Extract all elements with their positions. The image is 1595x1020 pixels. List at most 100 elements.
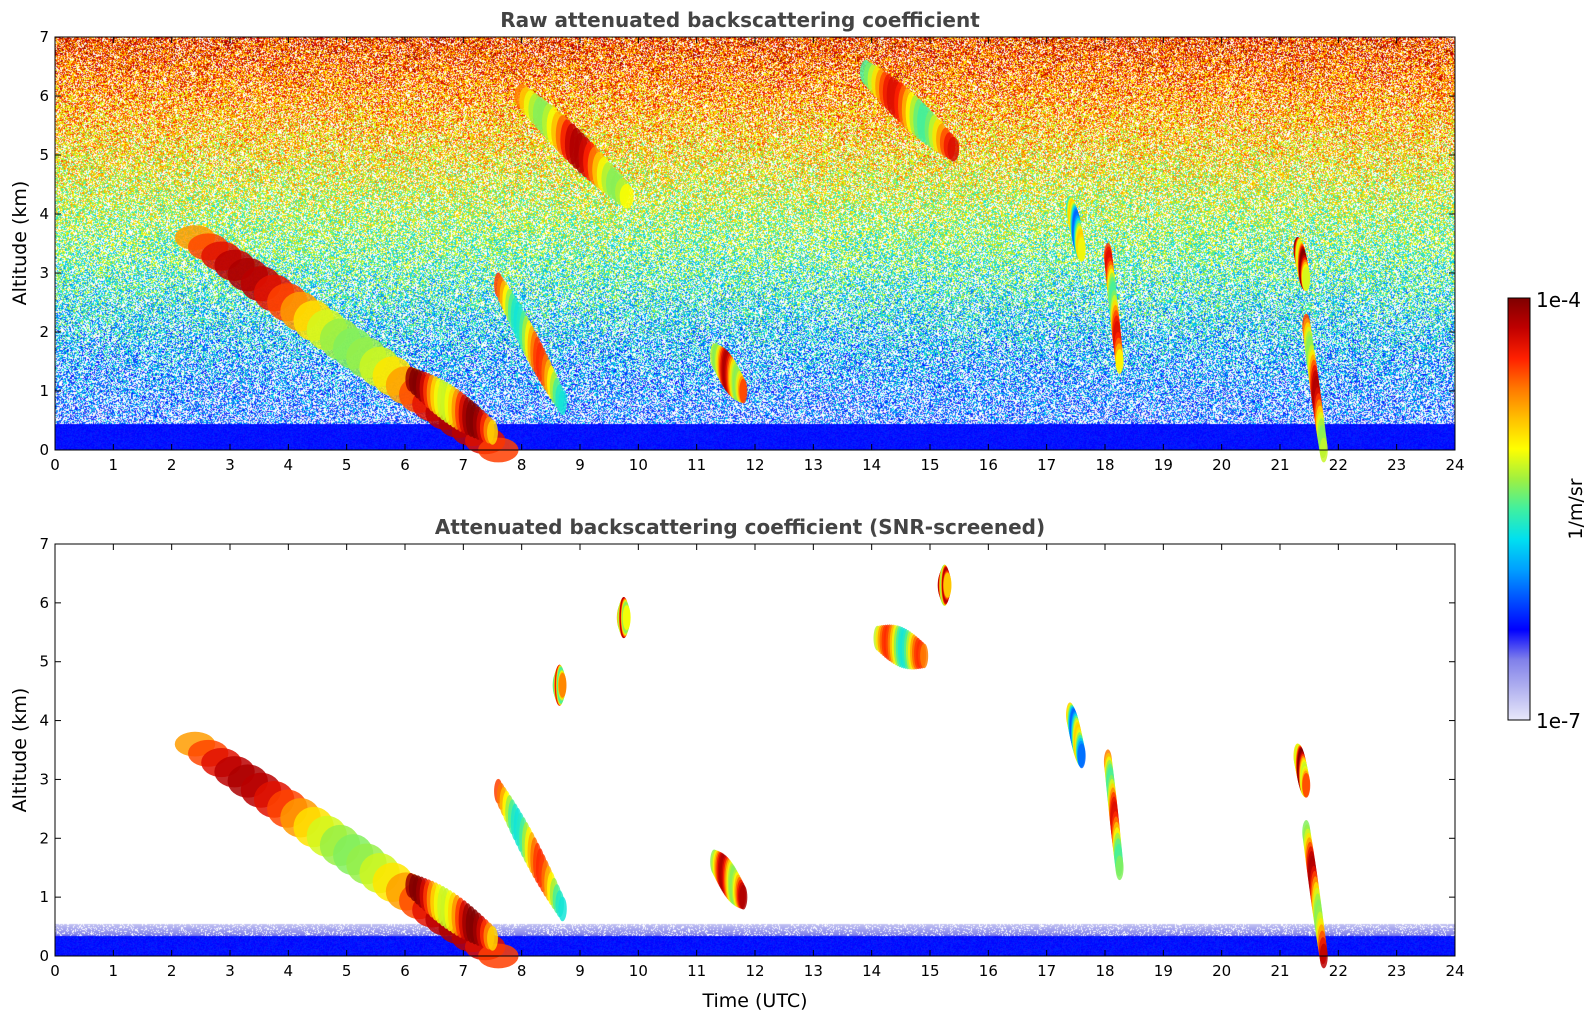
x-tick-label: 5 <box>342 456 352 474</box>
feature-blob <box>487 925 498 951</box>
colorbar-label: 1/m/sr <box>1565 478 1587 539</box>
x-axis: 0 1 2 3 4 5 6 7 8 9 10 11 12 13 14 15 16 17 18 19 20 21 22 23 24 <box>50 37 1465 474</box>
heatmap-image <box>55 544 1455 956</box>
x-tick-label: 21 <box>1270 456 1289 474</box>
x-axis: 0 1 2 3 4 5 6 7 8 9 10 11 12 13 14 15 16 17 18 19 20 21 22 23 24 <box>50 544 1465 980</box>
x-tick-label: 17 <box>1037 456 1056 474</box>
panel-title: Attenuated backscattering coefficient (S… <box>435 515 1045 539</box>
feature-blob <box>619 183 634 209</box>
x-tick-label: 24 <box>1445 456 1464 474</box>
colorbar-scale <box>1507 297 1531 721</box>
x-tick-label: 23 <box>1387 456 1406 474</box>
y-tick-label: 4 <box>39 712 49 730</box>
feature-blob <box>558 672 567 698</box>
x-tick-label: 14 <box>862 456 881 474</box>
x-tick-label: 10 <box>629 456 648 474</box>
colorbar: 1e-4 1e-7 1/m/sr <box>1507 288 1587 733</box>
y-tick-label: 4 <box>39 205 49 223</box>
x-tick-label: 4 <box>284 962 294 980</box>
x-tick-label: 16 <box>979 456 998 474</box>
y-tick-label: 3 <box>39 264 49 282</box>
x-tick-label: 7 <box>459 456 469 474</box>
x-tick-label: 6 <box>400 456 410 474</box>
x-tick-label: 13 <box>804 456 823 474</box>
snr-screened-panel: Attenuated backscattering coefficient (S… <box>9 515 1465 1012</box>
x-tick-label: 20 <box>1212 962 1231 980</box>
y-tick-label: 1 <box>39 888 49 906</box>
x-tick-label: 19 <box>1154 962 1173 980</box>
y-tick-label: 1 <box>39 382 49 400</box>
feature-blob <box>1302 772 1311 798</box>
feature-blob <box>558 390 567 416</box>
x-tick-label: 1 <box>109 456 119 474</box>
raw-backscatter-panel: Raw attenuated backscattering coefficien… <box>9 8 1465 474</box>
feature-blob <box>487 419 498 445</box>
x-tick-label: 11 <box>687 962 706 980</box>
feature-blob <box>1302 266 1311 292</box>
x-tick-label: 2 <box>167 456 177 474</box>
x-tick-label: 20 <box>1212 456 1231 474</box>
y-axis-label: Altitude (km) <box>9 181 31 306</box>
y-tick-label: 0 <box>39 441 49 459</box>
x-tick-label: 21 <box>1270 962 1289 980</box>
feature-blob <box>943 572 952 598</box>
x-axis-label: Time (UTC) <box>701 990 807 1012</box>
feature-layer <box>174 564 1328 969</box>
x-tick-label: 18 <box>1095 456 1114 474</box>
x-tick-label: 19 <box>1154 456 1173 474</box>
feature-blob <box>739 884 748 910</box>
colorbar-min-label: 1e-7 <box>1536 709 1581 733</box>
y-tick-label: 2 <box>39 323 49 341</box>
x-tick-label: 10 <box>629 962 648 980</box>
y-axis: 0 1 2 3 4 5 6 7 <box>39 28 1455 459</box>
x-tick-label: 16 <box>979 962 998 980</box>
x-tick-label: 23 <box>1387 962 1406 980</box>
y-axis: 0 1 2 3 4 5 6 7 <box>39 535 1455 965</box>
x-tick-label: 8 <box>517 962 527 980</box>
panel-title: Raw attenuated backscattering coefficien… <box>500 8 980 32</box>
y-tick-label: 3 <box>39 770 49 788</box>
x-tick-label: 14 <box>862 962 881 980</box>
y-tick-label: 0 <box>39 947 49 965</box>
x-tick-label: 9 <box>575 456 585 474</box>
x-tick-label: 8 <box>517 456 527 474</box>
x-tick-label: 17 <box>1037 962 1056 980</box>
x-tick-label: 9 <box>575 962 585 980</box>
x-tick-label: 3 <box>225 456 235 474</box>
feature-blob <box>739 378 748 404</box>
feature-blob <box>1077 743 1086 769</box>
y-tick-label: 5 <box>39 653 49 671</box>
x-tick-label: 6 <box>400 962 410 980</box>
x-tick-label: 18 <box>1095 962 1114 980</box>
x-tick-label: 4 <box>284 456 294 474</box>
x-tick-label: 24 <box>1445 962 1464 980</box>
feature-blob <box>920 643 929 669</box>
feature-blob <box>1077 236 1086 262</box>
x-tick-label: 12 <box>745 962 764 980</box>
x-tick-label: 0 <box>50 456 60 474</box>
x-tick-label: 13 <box>804 962 823 980</box>
y-axis-label: Altitude (km) <box>9 688 31 813</box>
feature-blob <box>1115 349 1124 374</box>
heatmap-image <box>55 37 1455 450</box>
x-tick-label: 2 <box>167 962 177 980</box>
x-tick-label: 0 <box>50 962 60 980</box>
x-tick-label: 12 <box>745 456 764 474</box>
feature-blob <box>558 896 567 922</box>
y-tick-label: 6 <box>39 87 49 105</box>
feature-blob <box>622 605 631 630</box>
x-tick-label: 11 <box>687 456 706 474</box>
feature-layer <box>174 60 1328 463</box>
x-tick-label: 22 <box>1329 962 1348 980</box>
x-tick-label: 15 <box>920 962 939 980</box>
y-tick-label: 7 <box>39 535 49 553</box>
y-tick-label: 6 <box>39 594 49 612</box>
x-tick-label: 1 <box>109 962 119 980</box>
x-tick-label: 3 <box>225 962 235 980</box>
x-tick-label: 5 <box>342 962 352 980</box>
x-tick-label: 22 <box>1329 456 1348 474</box>
x-tick-label: 15 <box>920 456 939 474</box>
feature-blob <box>947 136 960 162</box>
y-tick-label: 5 <box>39 146 49 164</box>
